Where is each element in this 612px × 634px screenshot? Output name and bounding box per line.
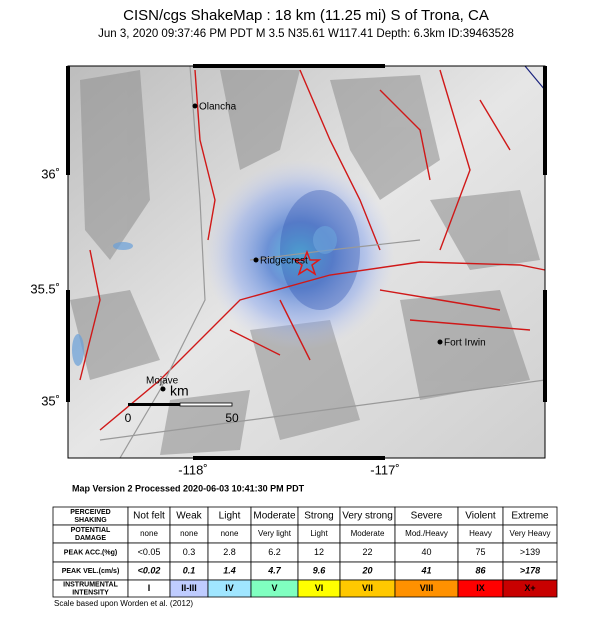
- lakes: [72, 226, 337, 366]
- cell-text: Very light: [258, 529, 292, 538]
- title: CISN/cgs ShakeMap : 18 km (11.25 mi) S o…: [123, 7, 489, 24]
- cell-text: IV: [225, 583, 234, 593]
- cell-text: V: [271, 583, 277, 593]
- cell-text: 9.6: [313, 565, 327, 575]
- cell-text: Extreme: [511, 511, 549, 522]
- cell-text: Very strong: [342, 511, 393, 522]
- cell-text: 4.7: [267, 565, 282, 575]
- hillshade: [70, 70, 540, 455]
- cell-text: 20: [361, 565, 372, 575]
- row-label: INSTRUMENTAL INTENSITY: [63, 581, 118, 596]
- cell-text: X+: [524, 583, 535, 593]
- cell-text: Very Heavy: [510, 529, 551, 538]
- lat-label: 35˚: [41, 393, 60, 408]
- lon-label: -118˚: [178, 462, 207, 477]
- cell-text: VI: [315, 583, 324, 593]
- cell-text: Mod./Heavy: [405, 529, 448, 538]
- cell-text: Moderate: [351, 529, 385, 538]
- cell-text: <0.02: [138, 565, 161, 575]
- intensity-table: PERCEIVED SHAKING Not felt Weak Light Moderat…: [52, 506, 558, 598]
- scale-label: 0: [125, 411, 132, 425]
- epicenter: [292, 249, 322, 276]
- lat-label: 35.5˚: [30, 281, 60, 296]
- frame-ticks: [66, 64, 547, 460]
- cell-text: 86: [475, 565, 486, 575]
- cell-text: >139: [520, 547, 540, 557]
- row-label: PEAK VEL.(cm/s): [62, 568, 120, 575]
- place-label: Ridgecrest: [260, 256, 308, 267]
- cell-text: 0.3: [183, 547, 196, 557]
- place-marker: [253, 257, 259, 263]
- cell-text: 75: [475, 547, 485, 557]
- boundary: [524, 65, 546, 91]
- place-marker: [192, 103, 198, 109]
- cell-text: >178: [520, 565, 540, 575]
- cell-text: 2.8: [223, 547, 236, 557]
- cell-text: Light: [219, 511, 241, 522]
- scale-segment: [179, 402, 233, 407]
- subtitle: Jun 3, 2020 09:37:46 PM PDT M 3.5 N35.61…: [98, 28, 514, 40]
- scale-label: 50: [225, 411, 239, 425]
- cell-text: none: [140, 529, 158, 538]
- cell-text: Violent: [465, 511, 496, 522]
- place-marker: [437, 339, 443, 345]
- cell-text: Heavy: [469, 529, 492, 538]
- lon-label: -117˚: [370, 462, 399, 477]
- cell-text: Strong: [304, 511, 333, 522]
- cell-text: 6.2: [268, 547, 281, 557]
- cell-text: 40: [421, 547, 431, 557]
- faults: [79, 69, 546, 431]
- map: Olancha Ridgecrest Fort Irwin Mojave km …: [30, 64, 547, 477]
- cell-text: IX: [476, 583, 485, 593]
- cell-text: Light: [310, 529, 328, 538]
- place-marker: [160, 386, 166, 392]
- scale-segment: [128, 403, 180, 406]
- cell-text: VII: [362, 583, 373, 593]
- cell-text: Moderate: [253, 511, 296, 522]
- cell-text: 1.4: [223, 565, 236, 575]
- cell-text: VIII: [420, 583, 434, 593]
- shaking-intensity: [205, 160, 395, 350]
- cell-text: 12: [314, 547, 324, 557]
- scale-note: Scale based upon Worden et al. (2012): [54, 599, 193, 608]
- cell-text: 22: [362, 547, 372, 557]
- scale-unit: km: [170, 383, 189, 399]
- place-label: Mojave: [146, 376, 179, 387]
- cell-text: Severe: [411, 511, 443, 522]
- cell-text: none: [180, 529, 198, 538]
- place-label: Olancha: [199, 102, 237, 113]
- cell-text: II-III: [181, 583, 197, 593]
- row-label: POTENTIAL DAMAGE: [71, 527, 111, 542]
- cell-text: Not felt: [133, 511, 165, 522]
- scale-bar: km 0 50: [125, 383, 239, 425]
- row-label: PERCEIVED SHAKING: [70, 509, 110, 524]
- row-label: PEAK ACC.(%g): [64, 549, 117, 556]
- table-cell: [502, 579, 558, 598]
- cell-text: 41: [420, 565, 431, 575]
- processed-note: Map Version 2 Processed 2020-06-03 10:41…: [72, 483, 305, 493]
- cell-text: 0.1: [183, 565, 196, 575]
- cell-text: Weak: [176, 511, 202, 522]
- cell-text: none: [221, 529, 239, 538]
- cell-text: <0.05: [138, 547, 161, 557]
- cell-text: I: [148, 583, 151, 593]
- place-label: Fort Irwin: [444, 338, 486, 349]
- lat-label: 36˚: [41, 166, 60, 181]
